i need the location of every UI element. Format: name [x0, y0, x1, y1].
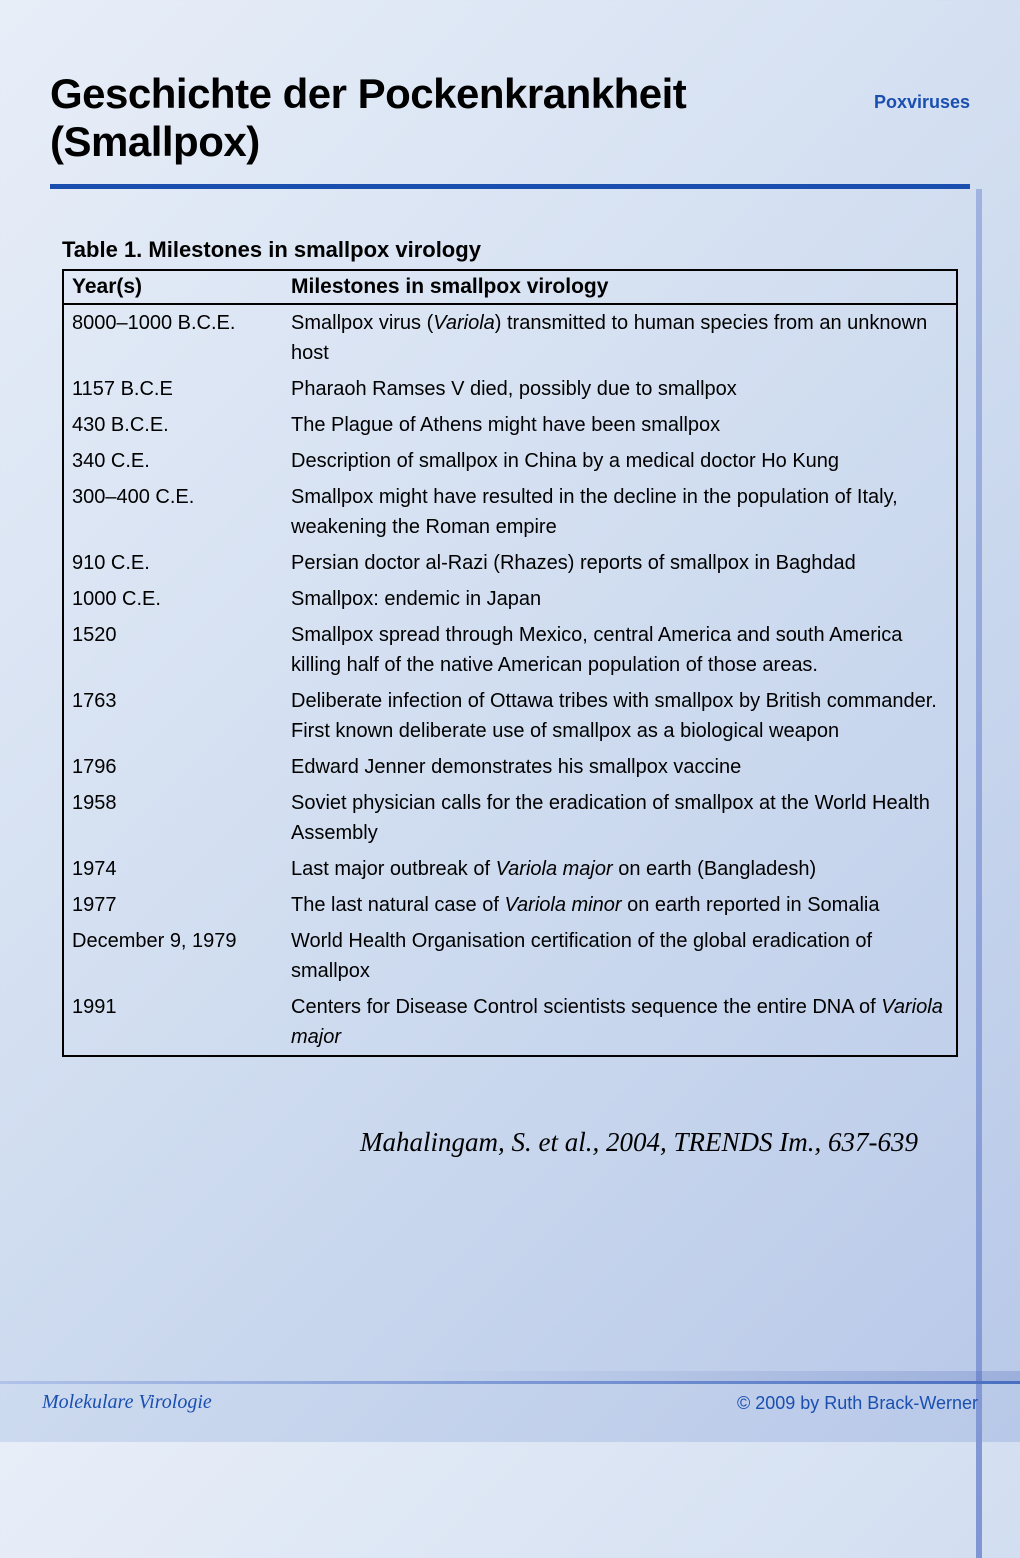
- table-row: 300–400 C.E.Smallpox might have resulted…: [63, 479, 957, 545]
- cell-year: 1977: [63, 887, 283, 923]
- cell-year: December 9, 1979: [63, 923, 283, 989]
- table-row: 1763Deliberate infection of Ottawa tribe…: [63, 683, 957, 749]
- cell-year: 340 C.E.: [63, 443, 283, 479]
- table-row: 1520Smallpox spread through Mexico, cent…: [63, 617, 957, 683]
- footer: Molekulare Virologie © 2009 by Ruth Brac…: [0, 1391, 1020, 1414]
- table-row: 1796Edward Jenner demonstrates his small…: [63, 749, 957, 785]
- cell-year: 1796: [63, 749, 283, 785]
- citation: Mahalingam, S. et al., 2004, TRENDS Im.,…: [62, 1127, 918, 1158]
- cell-milestone: World Health Organisation certification …: [283, 923, 957, 989]
- table-row: 910 C.E.Persian doctor al-Razi (Rhazes) …: [63, 545, 957, 581]
- cell-year: 1974: [63, 851, 283, 887]
- table-row: 8000–1000 B.C.E.Smallpox virus (Variola)…: [63, 304, 957, 371]
- cell-year: 910 C.E.: [63, 545, 283, 581]
- title-row: Geschichte der Pockenkrankheit (Smallpox…: [50, 70, 970, 166]
- cell-milestone: Smallpox might have resulted in the decl…: [283, 479, 957, 545]
- cell-milestone: Soviet physician calls for the eradicati…: [283, 785, 957, 851]
- cell-year: 300–400 C.E.: [63, 479, 283, 545]
- cell-milestone: The last natural case of Variola minor o…: [283, 887, 957, 923]
- section-label: Poxviruses: [874, 92, 970, 113]
- slide-title: Geschichte der Pockenkrankheit (Smallpox…: [50, 70, 850, 166]
- footer-shade: [408, 1371, 1020, 1381]
- cell-year: 1520: [63, 617, 283, 683]
- table-row: 1974Last major outbreak of Variola major…: [63, 851, 957, 887]
- table-row: 1000 C.E.Smallpox: endemic in Japan: [63, 581, 957, 617]
- footer-left: Molekulare Virologie: [42, 1391, 212, 1414]
- table-body: 8000–1000 B.C.E.Smallpox virus (Variola)…: [63, 304, 957, 1056]
- cell-milestone: Last major outbreak of Variola major on …: [283, 851, 957, 887]
- table-row: 1991Centers for Disease Control scientis…: [63, 989, 957, 1056]
- cell-year: 1991: [63, 989, 283, 1056]
- table-row: 1958Soviet physician calls for the eradi…: [63, 785, 957, 851]
- table-caption: Table 1. Milestones in smallpox virology: [62, 237, 958, 263]
- table-row: 1157 B.C.EPharaoh Ramses V died, possibl…: [63, 371, 957, 407]
- content-panel: Table 1. Milestones in smallpox virology…: [50, 189, 970, 1158]
- slide: Geschichte der Pockenkrankheit (Smallpox…: [0, 0, 1020, 1442]
- cell-milestone: Smallpox virus (Variola) transmitted to …: [283, 304, 957, 371]
- footer-right: © 2009 by Ruth Brack-Werner: [737, 1393, 978, 1414]
- table-row: 430 B.C.E.The Plague of Athens might hav…: [63, 407, 957, 443]
- cell-year: 1000 C.E.: [63, 581, 283, 617]
- table-row: December 9, 1979World Health Organisatio…: [63, 923, 957, 989]
- cell-milestone: Description of smallpox in China by a me…: [283, 443, 957, 479]
- cell-milestone: Pharaoh Ramses V died, possibly due to s…: [283, 371, 957, 407]
- cell-milestone: Smallpox: endemic in Japan: [283, 581, 957, 617]
- cell-milestone: Persian doctor al-Razi (Rhazes) reports …: [283, 545, 957, 581]
- table-header-row: Year(s) Milestones in smallpox virology: [63, 270, 957, 304]
- cell-milestone: Edward Jenner demonstrates his smallpox …: [283, 749, 957, 785]
- cell-year: 430 B.C.E.: [63, 407, 283, 443]
- cell-year: 1763: [63, 683, 283, 749]
- cell-milestone: Deliberate infection of Ottawa tribes wi…: [283, 683, 957, 749]
- cell-year: 1958: [63, 785, 283, 851]
- col-header-milestone: Milestones in smallpox virology: [283, 270, 957, 304]
- table-row: 1977The last natural case of Variola min…: [63, 887, 957, 923]
- cell-milestone: Centers for Disease Control scientists s…: [283, 989, 957, 1056]
- cell-milestone: The Plague of Athens might have been sma…: [283, 407, 957, 443]
- footer-rule: [0, 1381, 1020, 1384]
- cell-year: 8000–1000 B.C.E.: [63, 304, 283, 371]
- milestones-table: Year(s) Milestones in smallpox virology …: [62, 269, 958, 1057]
- cell-milestone: Smallpox spread through Mexico, central …: [283, 617, 957, 683]
- col-header-year: Year(s): [63, 270, 283, 304]
- table-row: 340 C.E.Description of smallpox in China…: [63, 443, 957, 479]
- cell-year: 1157 B.C.E: [63, 371, 283, 407]
